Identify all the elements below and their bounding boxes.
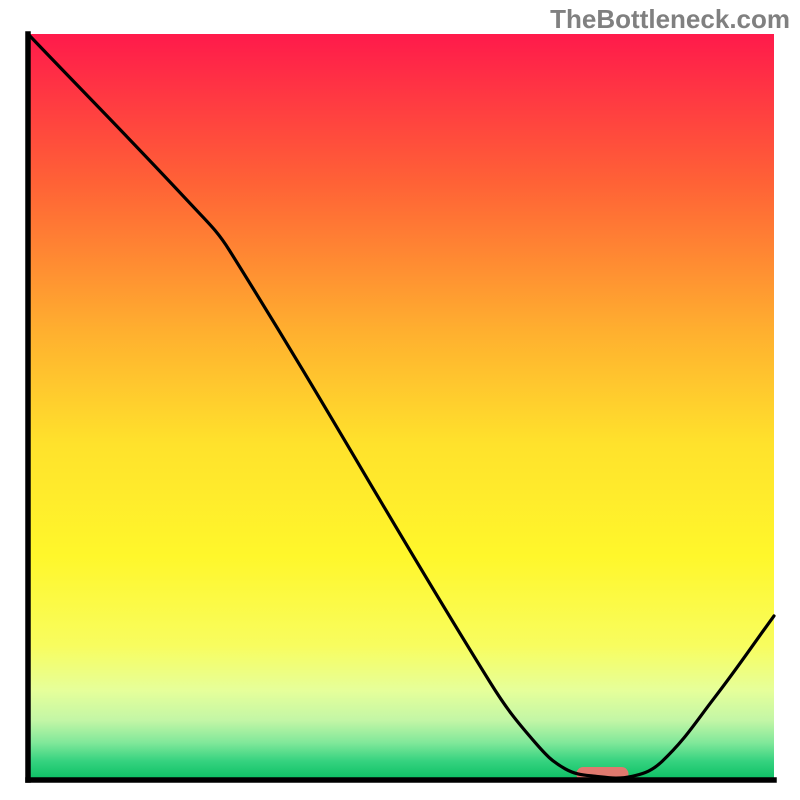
plot-background [28,34,774,780]
chart-canvas [0,0,800,800]
bottleneck-chart: TheBottleneck.com [0,0,800,800]
watermark-text: TheBottleneck.com [550,4,790,35]
